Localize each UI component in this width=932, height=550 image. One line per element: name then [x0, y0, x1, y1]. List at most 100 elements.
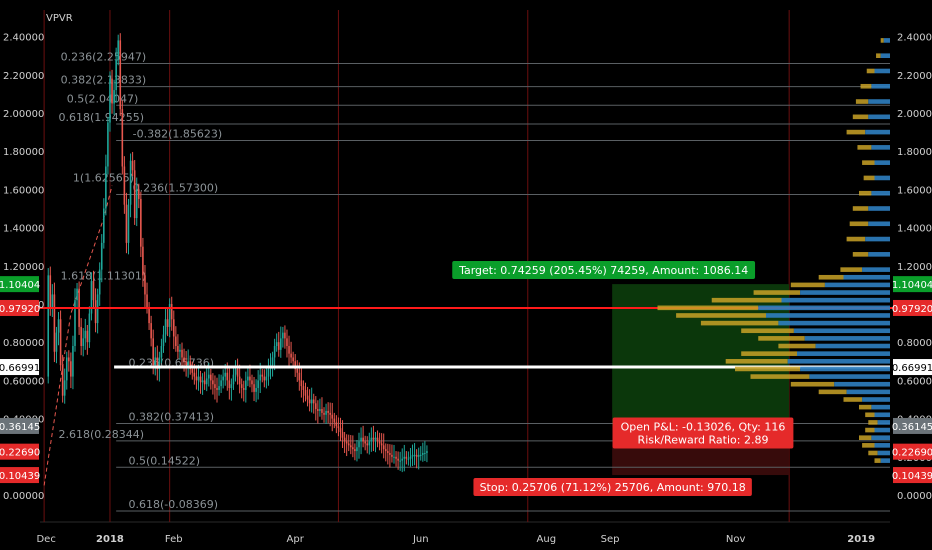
candle-body[interactable]	[240, 384, 243, 389]
candle-body[interactable]	[255, 388, 257, 392]
candle-body[interactable]	[267, 368, 270, 377]
candle-body[interactable]	[127, 204, 130, 243]
candle-body[interactable]	[397, 458, 399, 461]
candle-body[interactable]	[251, 380, 253, 385]
candle-body[interactable]	[391, 454, 393, 457]
candle-body[interactable]	[146, 294, 148, 308]
candle-body[interactable]	[59, 319, 62, 366]
candle-body[interactable]	[57, 319, 60, 333]
candle-body[interactable]	[148, 307, 150, 324]
candle-body[interactable]	[314, 403, 317, 410]
candle-body[interactable]	[265, 376, 268, 381]
candle-body[interactable]	[238, 376, 241, 385]
candle-body[interactable]	[181, 349, 183, 358]
candle-body[interactable]	[170, 304, 173, 320]
target-label[interactable]: Target: 0.74259 (205.45%) 74259, Amount:…	[452, 261, 756, 279]
candle-body[interactable]	[137, 189, 140, 199]
candle-body[interactable]	[378, 441, 381, 444]
candle-body[interactable]	[144, 275, 146, 295]
candle-body[interactable]	[387, 451, 389, 453]
candle-body[interactable]	[347, 443, 350, 446]
candle-body[interactable]	[195, 376, 198, 381]
candle-body[interactable]	[321, 409, 323, 413]
candle-body[interactable]	[51, 294, 54, 308]
candle-body[interactable]	[339, 428, 342, 432]
candle-body[interactable]	[98, 269, 101, 295]
candle-body[interactable]	[100, 242, 103, 270]
candle-body[interactable]	[247, 376, 249, 381]
candle-body[interactable]	[279, 338, 282, 350]
candle-body[interactable]	[162, 334, 165, 347]
candle-body[interactable]	[154, 357, 157, 366]
candle-body[interactable]	[310, 399, 313, 404]
candle-body[interactable]	[263, 376, 266, 381]
candle-body[interactable]	[109, 78, 111, 123]
candle-body[interactable]	[191, 368, 194, 373]
candle-body[interactable]	[183, 357, 185, 362]
candle-body[interactable]	[158, 357, 161, 369]
candle-body[interactable]	[210, 374, 212, 381]
candle-body[interactable]	[333, 418, 336, 423]
candle-body[interactable]	[382, 445, 385, 450]
candle-body[interactable]	[168, 304, 171, 327]
candle-body[interactable]	[142, 246, 144, 276]
candle-body[interactable]	[175, 336, 177, 347]
candle-body[interactable]	[370, 437, 373, 442]
candle-body[interactable]	[424, 452, 426, 454]
candle-body[interactable]	[294, 361, 297, 369]
candle-body[interactable]	[88, 313, 91, 343]
candle-body[interactable]	[74, 300, 76, 347]
candle-body[interactable]	[292, 357, 294, 362]
candle-body[interactable]	[179, 349, 181, 352]
candle-body[interactable]	[113, 90, 115, 104]
candle-body[interactable]	[257, 380, 259, 389]
candle-body[interactable]	[214, 384, 216, 389]
candle-body[interactable]	[372, 437, 375, 440]
candle-body[interactable]	[156, 357, 159, 369]
candle-body[interactable]	[72, 346, 74, 377]
candle-body[interactable]	[364, 441, 366, 444]
candle-body[interactable]	[216, 388, 218, 390]
candle-body[interactable]	[356, 447, 358, 452]
candle-body[interactable]	[218, 386, 220, 390]
candle-body[interactable]	[201, 380, 204, 383]
candle-body[interactable]	[236, 368, 239, 377]
candle-body[interactable]	[160, 346, 163, 358]
candle-body[interactable]	[207, 374, 210, 379]
candle-body[interactable]	[121, 109, 124, 167]
candle-body[interactable]	[70, 361, 72, 377]
candle-body[interactable]	[401, 458, 404, 461]
candle-body[interactable]	[399, 460, 401, 462]
candle-body[interactable]	[345, 441, 348, 444]
candle-body[interactable]	[286, 338, 288, 347]
candle-body[interactable]	[103, 208, 105, 243]
candle-body[interactable]	[282, 332, 284, 339]
candle-body[interactable]	[317, 409, 319, 411]
candle-body[interactable]	[304, 389, 307, 396]
candle-body[interactable]	[393, 456, 395, 458]
candle-body[interactable]	[135, 189, 138, 219]
candle-body[interactable]	[220, 380, 222, 387]
candle-body[interactable]	[166, 319, 169, 327]
candle-body[interactable]	[312, 399, 315, 404]
candle-body[interactable]	[203, 380, 206, 385]
candle-body[interactable]	[133, 170, 136, 219]
candle-body[interactable]	[105, 166, 107, 209]
candle-body[interactable]	[403, 456, 406, 459]
candle-body[interactable]	[389, 452, 391, 455]
candle-body[interactable]	[123, 166, 126, 205]
candle-body[interactable]	[111, 78, 113, 104]
candle-body[interactable]	[230, 384, 233, 389]
candle-body[interactable]	[150, 323, 152, 339]
candle-body[interactable]	[405, 456, 408, 459]
candle-body[interactable]	[131, 160, 134, 171]
candle-body[interactable]	[129, 160, 132, 205]
candle-body[interactable]	[80, 326, 82, 347]
candle-body[interactable]	[242, 388, 245, 390]
candle-body[interactable]	[337, 426, 340, 429]
candle-body[interactable]	[177, 346, 179, 352]
candle-body[interactable]	[376, 437, 379, 442]
candle-body[interactable]	[384, 449, 387, 452]
